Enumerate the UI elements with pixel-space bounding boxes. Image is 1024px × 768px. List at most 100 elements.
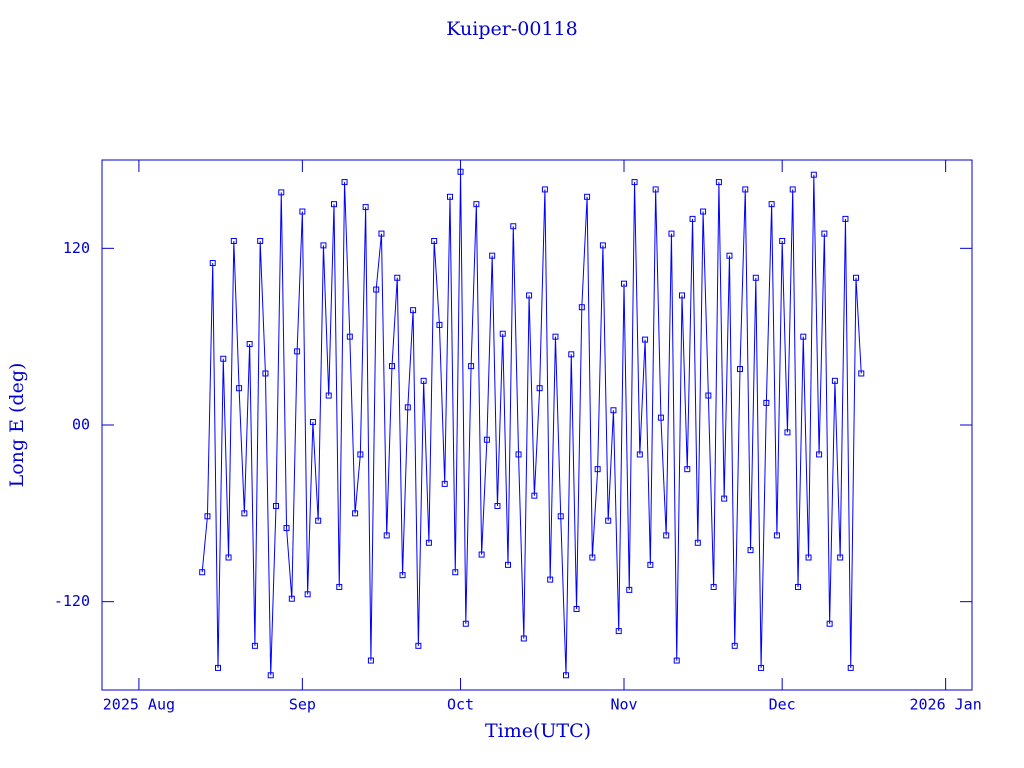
data-point (816, 451, 823, 458)
data-point (415, 642, 422, 649)
data-point (383, 532, 390, 539)
data-point (541, 186, 548, 193)
data-point (273, 502, 279, 509)
data-point (215, 664, 221, 671)
data-point (594, 466, 601, 473)
data-point (315, 517, 322, 524)
chart-title: Kuiper-00118 (446, 18, 577, 40)
data-point (547, 576, 554, 583)
y-axis-label: Long E (deg) (6, 363, 28, 488)
data-point (257, 237, 264, 244)
data-point (520, 635, 527, 642)
data-point (626, 586, 633, 593)
data-point (278, 189, 285, 196)
data-point (204, 513, 211, 520)
data-point (236, 385, 243, 392)
data-point (684, 466, 691, 473)
data-point (700, 208, 707, 215)
data-point (526, 292, 533, 299)
data-point (737, 366, 743, 373)
data-point (225, 554, 232, 561)
data-point (473, 201, 480, 208)
data-point (510, 223, 517, 230)
plot-area (199, 168, 865, 679)
data-point (420, 377, 427, 384)
data-point (589, 554, 596, 561)
data-point (251, 642, 258, 649)
data-point (726, 252, 733, 259)
data-point (220, 355, 227, 362)
x-tick-label: Dec (769, 696, 796, 714)
data-point (689, 215, 696, 222)
data-point (404, 404, 411, 411)
data-point (826, 620, 833, 627)
x-tick-label: Oct (447, 696, 474, 714)
data-point (325, 392, 332, 399)
data-point (647, 561, 654, 568)
data-point (842, 215, 849, 222)
data-point (652, 186, 659, 193)
data-point (795, 583, 801, 590)
data-point (462, 620, 469, 627)
x-tick-label: 2026 Jan (910, 696, 982, 714)
x-tick-label: 2025 Aug (103, 696, 175, 714)
data-point (584, 193, 591, 200)
data-point (304, 591, 311, 598)
data-point (789, 186, 796, 193)
x-axis-label: Time(UTC) (485, 720, 591, 742)
data-point (610, 407, 617, 414)
data-point (494, 502, 501, 509)
data-point (621, 280, 627, 287)
data-point (336, 583, 343, 590)
data-point (246, 341, 253, 348)
data-point (441, 480, 448, 487)
data-point (283, 525, 290, 532)
data-point (431, 237, 438, 244)
data-point (373, 286, 380, 293)
data-point (752, 274, 759, 281)
data-line (201, 171, 862, 676)
data-point (346, 333, 353, 340)
y-tick-label: -120 (54, 592, 90, 610)
data-point (721, 495, 728, 502)
data-point (536, 385, 543, 392)
data-point (578, 304, 585, 311)
data-point (331, 201, 337, 208)
data-point (831, 377, 838, 384)
data-point (241, 510, 248, 517)
data-point (457, 168, 464, 175)
data-point (847, 664, 854, 671)
data-point (747, 547, 754, 554)
data-point (499, 330, 506, 337)
data-point (362, 204, 369, 211)
data-point (267, 672, 274, 679)
data-point (288, 595, 295, 602)
data-point (357, 451, 364, 458)
data-point (800, 333, 807, 340)
data-point (436, 321, 443, 328)
data-point (705, 392, 712, 399)
data-point (378, 230, 385, 237)
data-point (399, 572, 406, 579)
data-point (768, 201, 775, 208)
data-point (810, 171, 817, 178)
data-point (784, 429, 791, 436)
data-point (557, 513, 564, 520)
x-tick-label: Nov (610, 696, 637, 714)
data-point (352, 510, 359, 517)
data-point (663, 532, 670, 539)
data-point (710, 583, 717, 590)
data-point (209, 260, 216, 267)
data-point (599, 242, 606, 249)
data-point (367, 657, 374, 664)
data-point (605, 517, 612, 524)
plot-frame (101, 159, 973, 691)
data-point (262, 370, 269, 377)
data-point (853, 274, 859, 281)
data-point (805, 554, 812, 561)
data-point (309, 419, 316, 426)
data-point (615, 628, 622, 635)
data-point (858, 370, 865, 377)
